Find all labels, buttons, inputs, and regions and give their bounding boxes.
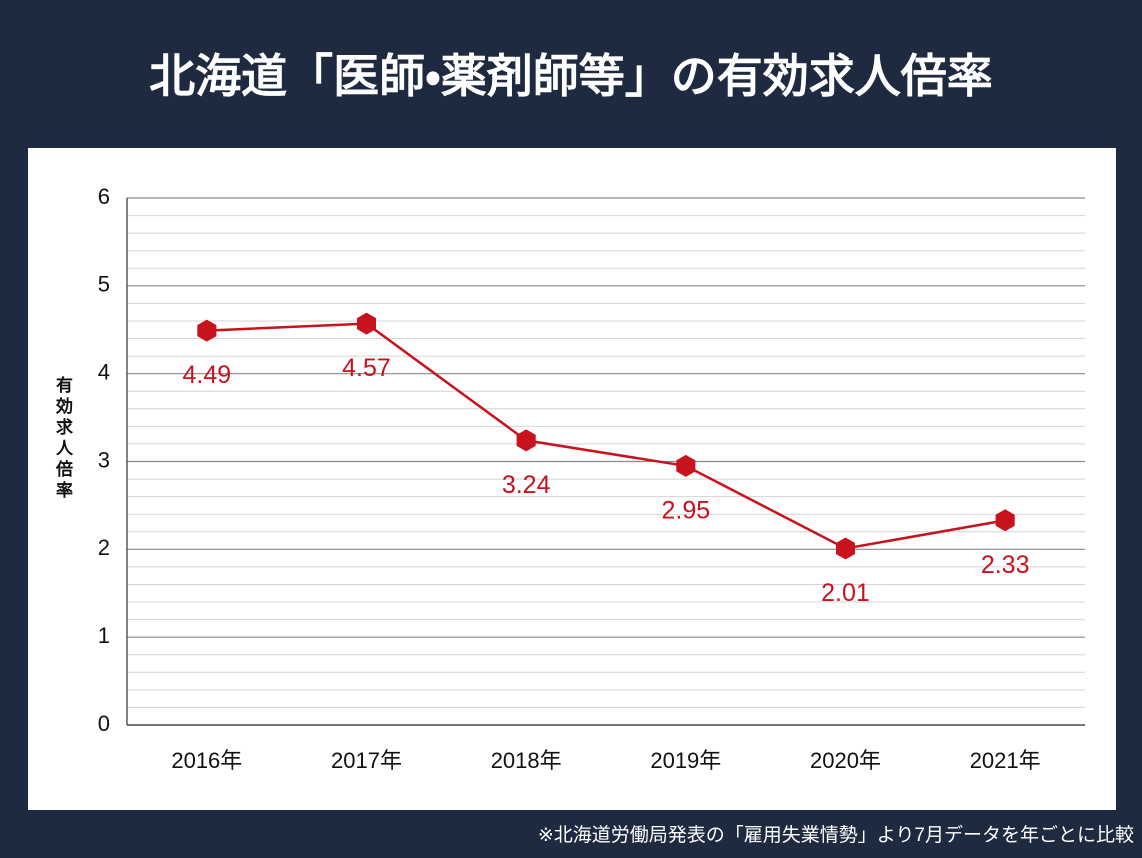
data-label: 4.49 bbox=[182, 361, 231, 389]
y-tick-label: 6 bbox=[98, 184, 110, 209]
data-point bbox=[995, 509, 1015, 532]
x-tick-label: 2021年 bbox=[970, 748, 1041, 773]
data-label: 2.33 bbox=[981, 551, 1030, 579]
data-point bbox=[516, 429, 536, 452]
data-label: 4.57 bbox=[342, 354, 391, 382]
y-tick-label: 2 bbox=[98, 535, 110, 560]
data-line bbox=[206, 322, 1006, 550]
x-tick-label: 2016年 bbox=[171, 748, 242, 773]
data-point bbox=[676, 454, 696, 477]
x-tick-label: 2020年 bbox=[810, 748, 881, 773]
y-tick-label: 1 bbox=[98, 623, 110, 648]
y-tick-label: 4 bbox=[98, 359, 110, 384]
footnote: ※北海道労働局発表の「雇用失業情勢」より7月データを年ごとに比較 bbox=[538, 824, 1134, 846]
data-label: 2.95 bbox=[661, 497, 710, 525]
x-tick-label: 2017年 bbox=[331, 748, 402, 773]
data-point bbox=[836, 537, 855, 560]
data-point bbox=[197, 319, 217, 342]
chart-title: 北海道「医師・薬剤師等」の有効求人倍率 bbox=[149, 50, 993, 102]
x-tick-label: 2018年 bbox=[491, 748, 562, 773]
data-label: 3.24 bbox=[502, 471, 551, 499]
x-tick-label: 2019年 bbox=[650, 748, 721, 773]
y-tick-label: 3 bbox=[98, 447, 110, 472]
y-axis-label: 有効求人倍率 bbox=[52, 376, 72, 502]
data-label: 2.01 bbox=[821, 579, 870, 607]
y-tick-label: 5 bbox=[98, 272, 110, 297]
y-tick-label: 0 bbox=[98, 711, 110, 736]
data-point bbox=[357, 312, 376, 335]
